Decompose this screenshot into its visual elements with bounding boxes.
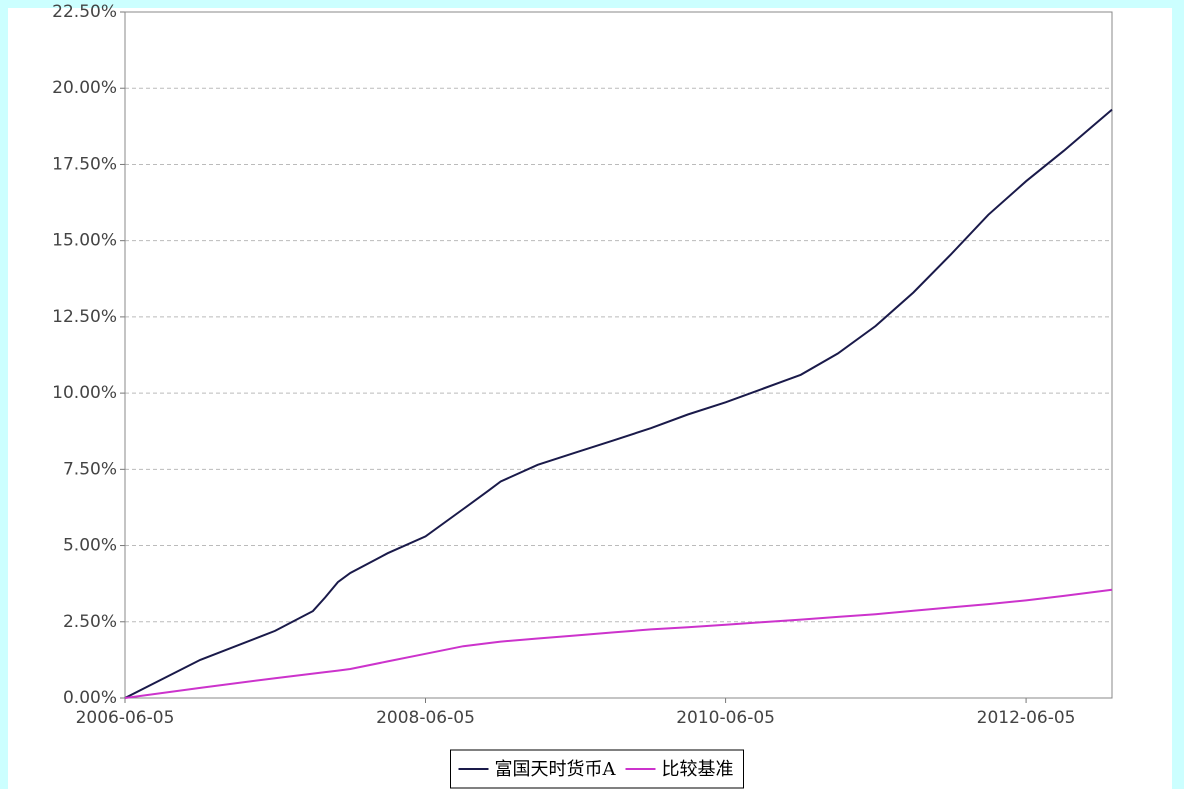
- chart-background: [8, 8, 1172, 789]
- series-line: [124, 108, 1113, 699]
- legend-box: [450, 749, 744, 789]
- series-line: [124, 588, 1113, 699]
- y-tick-label: 10.00%: [52, 383, 117, 403]
- x-tick-label: 2008-06-05: [376, 708, 475, 728]
- plot-frame: [124, 11, 1113, 699]
- legend-label: 比较基准: [662, 759, 734, 780]
- y-tick-label: 2.50%: [63, 612, 117, 632]
- legend-label: 富国天时货币A: [495, 759, 617, 780]
- y-tick-label: 7.50%: [63, 459, 117, 479]
- y-tick-label: 20.00%: [52, 78, 117, 98]
- y-tick-label: 12.50%: [52, 307, 117, 327]
- y-tick-label: 15.00%: [52, 231, 117, 251]
- y-tick-label: 0.00%: [63, 688, 117, 708]
- y-tick-label: 5.00%: [63, 536, 117, 556]
- y-tick-label: 22.50%: [52, 2, 117, 22]
- x-tick-label: 2010-06-05: [676, 708, 775, 728]
- y-tick-label: 17.50%: [52, 154, 117, 174]
- x-tick-label: 2006-06-05: [76, 708, 175, 728]
- x-tick-label: 2012-06-05: [977, 708, 1076, 728]
- legend: 富国天时货币A 比较基准: [450, 749, 744, 789]
